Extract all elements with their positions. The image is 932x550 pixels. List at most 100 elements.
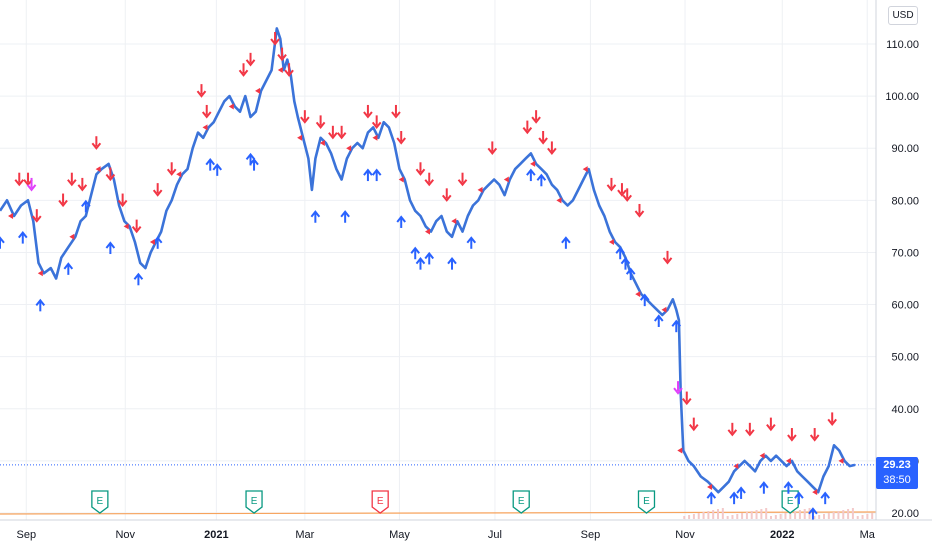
volume-bars (0, 508, 877, 519)
time-axis[interactable]: Sep Nov 2021 Mar May Jul Sep Nov 2022 Ma (16, 529, 875, 541)
earnings-icon[interactable]: E (637, 490, 656, 514)
volume-bar (760, 509, 763, 519)
volume-bar (847, 509, 850, 519)
sell-signal-arrow (32, 209, 42, 223)
volume-bar (871, 513, 874, 519)
volume-bar (832, 512, 835, 519)
buy-signal-arrow (0, 236, 5, 249)
bar-countdown: 38:50 (883, 474, 911, 486)
signal-marker (202, 124, 208, 131)
price-tick-label: 60.00 (891, 300, 919, 312)
sell-signal-arrow (745, 422, 755, 437)
buy-signal-arrow (536, 173, 547, 187)
price-tick-label: 100.00 (885, 91, 919, 103)
earnings-letter: E (97, 496, 104, 507)
buy-signal-arrow (671, 319, 682, 333)
date-tick-label: Sep (16, 529, 36, 541)
price-tick-label: 40.00 (891, 404, 919, 416)
buy-signal-arrow (729, 491, 739, 505)
sell-signal-arrow (166, 162, 177, 176)
sell-signal-arrow (315, 115, 326, 129)
price-tick-label: 50.00 (891, 352, 919, 364)
earnings-letter: E (643, 496, 650, 507)
signal-marker (556, 197, 562, 204)
buy-signal-arrow (363, 168, 373, 182)
signal-marker (785, 457, 791, 464)
buy-signal-arrow (371, 168, 382, 182)
earnings-icon[interactable]: E (91, 490, 109, 514)
sell-signal-arrow (662, 250, 673, 265)
volume-bar (765, 508, 768, 519)
buy-signal-arrow (625, 267, 636, 281)
earnings-letter: E (518, 496, 525, 507)
earnings-letter: E (377, 496, 384, 507)
sell-signal-arrow (531, 110, 541, 124)
volume-bar (827, 513, 830, 519)
volume-bar (837, 511, 840, 519)
buy-signal-arrow (736, 486, 746, 499)
signal-marker (149, 239, 155, 246)
volume-bar (866, 514, 869, 519)
date-tick-label: Ma (860, 529, 876, 541)
volume-bar (721, 508, 724, 519)
last-price-value: 29.23 (883, 459, 911, 471)
signal-marker (372, 134, 378, 141)
buy-signal-arrow (706, 491, 717, 505)
volume-bar (823, 514, 826, 519)
sell-signal-arrow (328, 125, 338, 140)
buy-signal-arrow (396, 215, 406, 228)
signal-marker (451, 218, 457, 225)
sell-signal-arrow (617, 183, 627, 197)
signal-arrows (0, 32, 844, 520)
sell-signal-arrow (201, 104, 212, 119)
earnings-icon[interactable]: E (512, 490, 530, 514)
sell-signal-arrow (622, 188, 632, 202)
buy-signal-arrow (526, 168, 536, 182)
sell-signal-arrow (457, 172, 468, 187)
volume-bar (688, 515, 691, 519)
signal-marker (733, 463, 739, 470)
buy-signal-arrow (620, 257, 631, 270)
signal-marker (838, 457, 844, 464)
sell-signal-arrow (277, 47, 287, 62)
volume-bar (784, 513, 787, 519)
volume-bar (774, 515, 777, 519)
volume-bar (702, 512, 705, 519)
volume-bar (813, 516, 816, 519)
sell-signal-arrow (58, 193, 68, 208)
sell-signal-arrow (117, 193, 128, 208)
sell-signal-arrow (547, 141, 557, 156)
date-tick-label: 2022 (770, 529, 794, 541)
grid (0, 0, 876, 520)
buy-signal-arrow (410, 246, 421, 260)
buy-signal-arrow (310, 210, 321, 223)
volume-bar (861, 515, 864, 519)
buy-signal-arrow (783, 481, 794, 494)
volume-bar (856, 516, 859, 519)
buy-signal-arrow (639, 293, 650, 307)
signal-marker (503, 176, 509, 183)
signal-marker (530, 160, 536, 167)
earnings-icon[interactable]: E (371, 490, 389, 514)
sell-signal-arrow (67, 172, 77, 187)
signal-marker (759, 452, 765, 459)
signal-marker (255, 87, 261, 94)
buy-signal-arrow (759, 481, 769, 494)
sell-signal-arrow (441, 188, 452, 202)
earnings-icon[interactable]: E (781, 490, 799, 514)
buy-signal-arrow (249, 158, 259, 171)
buy-signal-arrow (340, 210, 350, 223)
volume-bar (818, 515, 821, 519)
volume-bar (726, 516, 729, 519)
signal-marker (176, 171, 182, 178)
earnings-icon[interactable]: E (245, 490, 263, 514)
currency-button[interactable]: USD (888, 6, 918, 25)
signal-marker (123, 223, 129, 230)
volume-bar (755, 510, 758, 519)
volume-bar (794, 511, 797, 519)
volume-bar (798, 510, 801, 519)
date-tick-label: Sep (581, 529, 601, 541)
price-axis[interactable]: 110.00 100.00 90.00 80.00 70.00 60.00 50.00 40.… (885, 39, 919, 520)
sell-signal-arrow (809, 428, 820, 442)
